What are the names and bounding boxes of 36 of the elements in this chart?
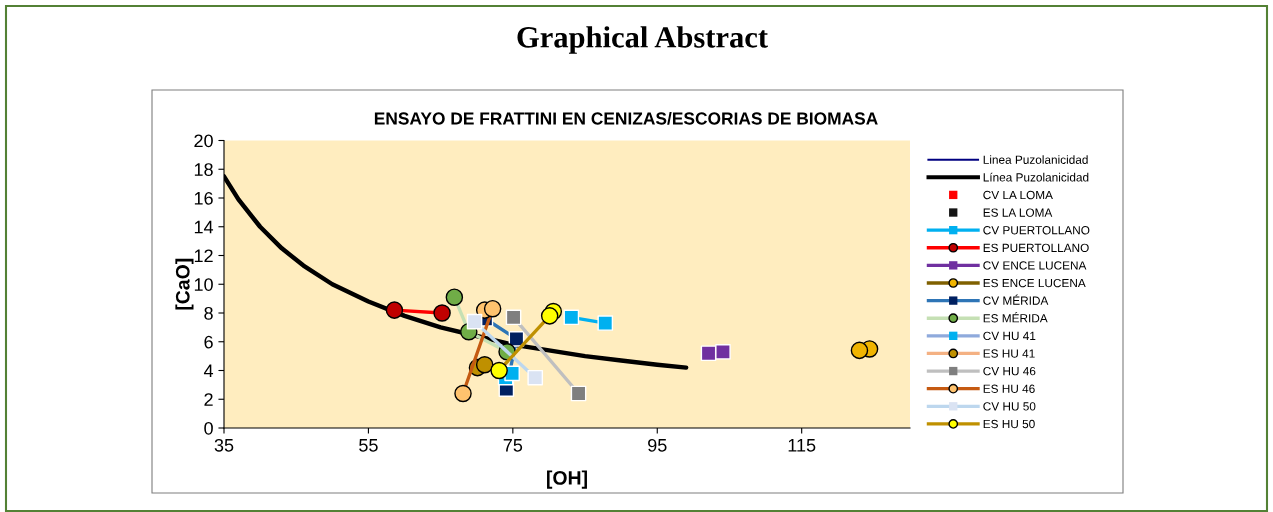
y-tick-label: 12 <box>194 249 213 263</box>
legend-label: ES PUERTOLLANO <box>983 243 1089 252</box>
y-axis-title: [CaO] <box>175 258 194 310</box>
x-axis-title: [OH] <box>547 470 587 489</box>
chart-title: Graphical Abstract <box>517 26 768 54</box>
legend-label: Linea Puzolanicidad <box>983 155 1088 164</box>
legend-label: ES MÉRIDA <box>983 312 1048 323</box>
y-tick-label: 10 <box>194 278 213 291</box>
x-tick-label: 35 <box>214 438 234 452</box>
legend-label: CV ENCE LUCENA <box>983 261 1087 270</box>
legend-label: CV PUERTOLLANO <box>983 226 1090 235</box>
legend-label: ES LA LOMA <box>983 208 1053 217</box>
legend-label: CV HU 50 <box>983 402 1036 411</box>
y-tick-label: 18 <box>194 163 213 176</box>
y-tick-label: 0 <box>204 421 213 435</box>
x-tick-label: 75 <box>503 439 523 452</box>
legend-label: CV HU 46 <box>983 366 1036 376</box>
x-tick-label: 55 <box>359 439 378 452</box>
y-tick-label: 8 <box>204 306 213 320</box>
chart-subtitle: ENSAYO DE FRATTINI EN CENIZAS/ESCORIAS DE BIOMASA <box>374 111 878 125</box>
y-tick-label: 6 <box>204 335 213 349</box>
legend-label: CV HU 41 <box>983 331 1036 341</box>
legend-label: Línea Puzolanicidad <box>983 172 1089 182</box>
x-tick-label: 115 <box>788 439 816 452</box>
y-tick-label: 14 <box>194 220 214 234</box>
y-tick-label: 20 <box>194 134 213 148</box>
legend-label: ES HU 41 <box>983 349 1035 358</box>
legend-label: ES HU 46 <box>983 384 1035 393</box>
legend-label: CV MÉRIDA <box>983 294 1049 305</box>
y-tick-label: 2 <box>204 393 213 406</box>
x-tick-label: 95 <box>648 438 667 452</box>
y-tick-label: 4 <box>203 364 214 378</box>
legend-label: CV LA LOMA <box>983 190 1053 200</box>
legend-label: ES HU 50 <box>983 419 1035 429</box>
y-tick-label: 16 <box>194 191 213 205</box>
legend-label: ES ENCE LUCENA <box>983 278 1086 288</box>
